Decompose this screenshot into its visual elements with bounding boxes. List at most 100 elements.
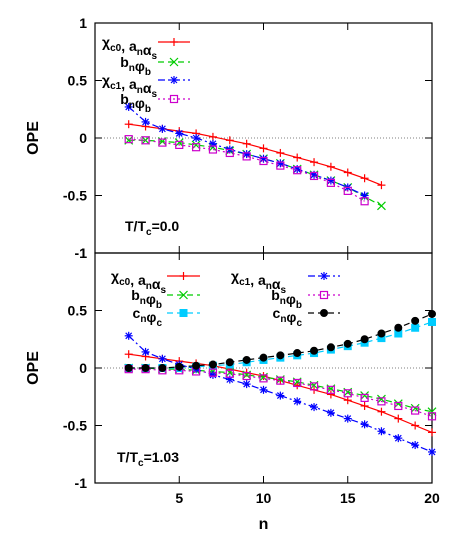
data-point	[309, 171, 319, 181]
data-point	[276, 161, 285, 170]
data-point	[326, 178, 335, 187]
series-6	[124, 309, 436, 372]
data-point	[411, 441, 420, 450]
series-line	[128, 106, 365, 197]
data-point	[158, 138, 167, 147]
legend-entry: bnφb	[120, 54, 190, 78]
data-point	[326, 390, 335, 399]
data-point	[141, 364, 150, 372]
legend-entry: χc0, anαs	[102, 34, 190, 62]
data-point	[343, 414, 352, 423]
y-tick-label: -1	[75, 245, 88, 261]
data-point	[174, 138, 184, 148]
x-axis-title: n	[259, 516, 269, 533]
data-point	[242, 355, 251, 364]
data-point	[242, 152, 251, 161]
data-point	[124, 331, 133, 340]
data-point	[360, 401, 369, 410]
legend-swatch-marker	[170, 76, 178, 84]
data-point	[428, 309, 436, 318]
data-point	[410, 403, 420, 413]
data-point	[158, 364, 167, 372]
y-tick-label: -0.5	[63, 188, 87, 204]
data-point	[175, 140, 184, 149]
legend-swatch-marker	[179, 309, 188, 317]
data-point	[141, 347, 150, 356]
y-tick-label: -1	[75, 475, 88, 491]
legend-entry: χc0, anαs	[111, 268, 200, 296]
y-axis-title: OPE	[25, 121, 42, 155]
legend-label: χc1, anαs	[102, 72, 157, 100]
legend-swatch-marker	[320, 309, 328, 317]
data-point	[225, 136, 234, 145]
data-point	[428, 447, 436, 456]
data-point	[394, 401, 403, 411]
data-point	[343, 168, 352, 177]
data-point	[208, 132, 217, 141]
data-point	[124, 350, 133, 359]
data-point	[259, 353, 268, 362]
series-3	[124, 102, 369, 200]
data-point	[293, 349, 302, 358]
legend-swatch-marker	[170, 38, 178, 46]
data-point	[276, 391, 285, 400]
y-tick-label: 0	[79, 130, 87, 146]
data-point	[394, 323, 403, 332]
legend-entry: bnφb	[120, 91, 190, 115]
data-point	[411, 421, 420, 430]
panel-annotation: T/Tc=1.03	[117, 449, 179, 469]
data-point	[259, 385, 268, 394]
data-point	[427, 412, 437, 421]
data-point	[276, 148, 285, 157]
data-point	[310, 346, 319, 355]
data-point	[293, 378, 302, 388]
data-point	[360, 393, 369, 402]
data-point	[411, 316, 420, 325]
data-point	[326, 162, 335, 171]
data-point	[141, 117, 150, 126]
data-point	[225, 358, 234, 367]
data-point	[124, 135, 133, 144]
data-point	[192, 143, 201, 152]
legend-label: cnφc	[273, 305, 303, 329]
data-point	[208, 145, 218, 154]
data-point	[124, 102, 133, 111]
legend-swatch-marker	[179, 272, 188, 280]
series-4	[124, 331, 436, 456]
data-point	[360, 335, 369, 344]
data-point	[343, 339, 352, 348]
data-point	[225, 369, 234, 378]
series-line	[128, 138, 365, 202]
data-point	[326, 385, 335, 394]
data-point	[360, 174, 369, 183]
data-point	[427, 407, 437, 417]
data-point	[326, 343, 335, 352]
y-axis-title: OPE	[25, 351, 42, 385]
data-point	[242, 380, 251, 389]
legend-entry: bnφb	[271, 287, 340, 311]
data-point	[377, 407, 386, 416]
legend-swatch-marker	[319, 290, 329, 300]
legend-label: bnφb	[131, 287, 162, 311]
data-point	[394, 414, 403, 423]
data-point	[428, 428, 436, 437]
y-tick-label: 1	[79, 15, 87, 31]
data-point	[208, 360, 217, 369]
data-point	[276, 351, 285, 360]
data-point	[343, 389, 352, 398]
x-tick-label: 20	[424, 490, 440, 506]
legend-entry: χc1, anαs	[102, 72, 190, 100]
data-point	[310, 403, 319, 412]
data-point	[225, 148, 234, 158]
series-4	[124, 135, 369, 206]
data-point	[242, 150, 251, 159]
legend-label: χc0, anαs	[102, 34, 157, 62]
data-point	[326, 408, 335, 417]
data-point	[377, 394, 386, 404]
legend-entry: bnφb	[131, 287, 200, 311]
y-tick-label: 0	[79, 360, 87, 376]
data-point	[141, 136, 150, 145]
data-point	[343, 186, 352, 195]
